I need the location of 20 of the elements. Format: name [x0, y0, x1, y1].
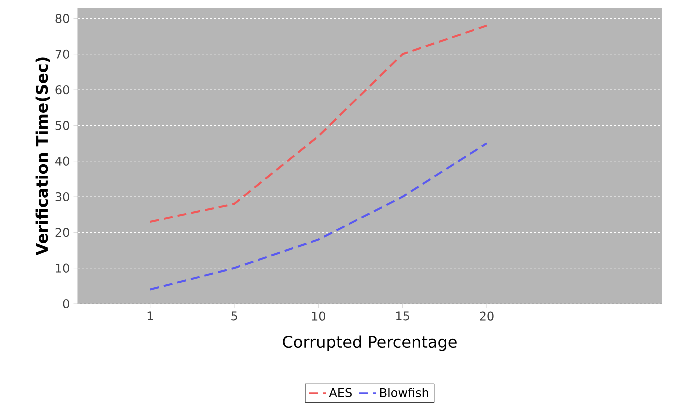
y-tick-label: 0 [63, 299, 70, 309]
x-axis-title: Corrupted Percentage [283, 336, 457, 352]
line-series [149, 142, 488, 291]
x-tick-label: 15 [396, 312, 410, 321]
x-tick-label: 20 [480, 312, 494, 321]
y-axis-title: Verification Time(Sec) [36, 58, 50, 256]
x-tick-label: 5 [232, 312, 238, 321]
y-tick-label: 20 [56, 228, 70, 238]
line-series [149, 24, 488, 223]
y-tick-label: 50 [56, 121, 70, 130]
y-tick-label: 30 [56, 192, 70, 202]
x-tick-label: 10 [312, 312, 326, 321]
y-tick-label: 70 [56, 50, 70, 59]
y-tick-label: 80 [56, 14, 70, 24]
legend-label: Blowfish [380, 388, 428, 398]
legend-label: AES [329, 388, 352, 398]
y-tick-label: 60 [56, 85, 70, 95]
y-tick-label: 40 [56, 156, 70, 166]
x-tick-label: 1 [148, 312, 154, 321]
y-tick-label: 10 [56, 264, 70, 273]
